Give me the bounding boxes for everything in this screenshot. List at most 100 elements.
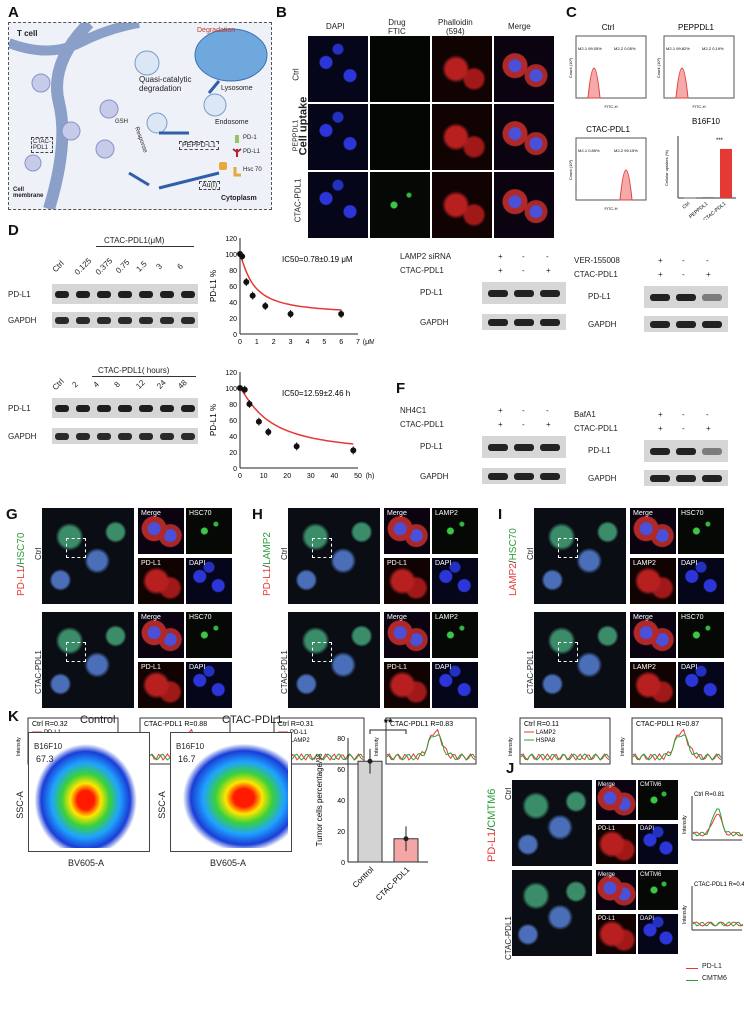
j-side-slash: / [486,827,498,831]
d0-xtick-2: 2 [272,339,276,346]
c-plot1-xlabel: FITC-H [692,104,705,109]
f-band-gl-0 [488,473,508,480]
e-band-pl-2 [540,290,560,297]
c-plot0-m1: M2-1 99.05% [578,46,602,51]
np-2 [61,121,81,141]
b-col-merge: Merge [508,22,531,31]
b-image-r0-c2 [432,36,492,102]
i-tile-0-2 [630,558,676,604]
panel-label-a: A [8,4,19,21]
d-time-band-pdl1-3 [118,405,132,412]
d0-ytick-60: 60 [229,284,237,291]
b-image-r2-c3 [494,172,554,238]
d-time-band-pdl1-0 [55,405,69,412]
d0-ytick-20: 20 [229,316,237,323]
h-tile-label-1-2: PD-L1 [387,664,407,671]
d-time-lane-3: 8 [112,379,122,390]
g-tile-label-1-1: HSC70 [189,614,212,621]
h-side-slash: / [262,564,273,568]
b-image-r2-c2 [432,172,492,238]
d0-xtick-7: 7 [356,339,360,346]
panel-label-b: B [276,4,287,21]
k-plot0-value: 67.3 [36,754,54,764]
k-plot0-gate: B16F10 [34,742,63,751]
d0-xtick-5: 5 [322,339,326,346]
i-tile-0-3 [678,558,724,604]
d-conc-band-gapdh-2 [97,317,111,324]
endosome-shape [203,93,227,117]
h-tile-0-1 [432,508,478,554]
d-time-curve: 0 20 40 60 80 100 120 0 10 20 30 40 50 (h) PD-L1 % IC50… [209,370,374,480]
f-left-sign-0-1: - [522,406,525,415]
d1-xtick-40: 40 [331,473,339,480]
i-main-1 [534,612,626,708]
d0-xtick-6: 6 [339,339,343,346]
i-profile-1-green [632,734,722,761]
k-plot0-title: Control [80,714,116,726]
i-profile-0-r: Ctrl R=0.11 [524,721,559,728]
i-tile-label-1-3: DAPI [681,664,698,671]
f-left-row0: NH4C1 [400,406,427,415]
d1-pt-6 [350,447,357,454]
f-left-sign-1-2: + [546,420,551,429]
j-profile-1: CTAC-PDL1 R=0.42 Intensity [682,882,744,931]
f-band-pl-2 [540,444,560,451]
k-plot1-gate: B16F10 [176,742,205,751]
h-roi-0 [312,538,332,558]
k-bar-0 [357,760,383,863]
j-tile-label-0-0: Merge [598,782,616,788]
i-profile-0: Ctrl R=0.11 Intensity LAMP2 HSPA8 [508,717,611,765]
d-conc-band-pdl1-2 [97,291,111,298]
d1-ytick-20: 20 [229,450,237,457]
i-side-label: LAMP2/HSC70 [508,528,519,596]
f-right-sign-0-1: - [682,410,685,419]
d-conc-band-pdl1-5 [160,291,174,298]
d1-ylabel: PD-L1 % [209,404,218,436]
j-tile-0-3 [638,824,678,864]
legend-pd1: PD-1 [243,135,257,141]
f-right-sign-1-0: + [658,424,663,433]
b-image-r0-c0 [308,36,368,102]
j-profile-0-ylabel: Intensity [682,815,688,834]
c-bar-2 [720,148,732,198]
j-leg-green-line [686,980,698,981]
j-tile-1-1 [638,870,678,910]
arrow-2 [158,171,220,190]
b-row-pep: PEPPDL1 [292,119,300,152]
i-label: I [498,506,503,523]
i-profile-1: CTAC-PDL1 R=0.87 Intensity [620,717,723,765]
c-plot0-xlabel: FITC-H [604,104,617,109]
d-conc-bracket [96,246,194,247]
i-side-green: HSC70 [508,528,519,561]
i-tile-0-1 [678,508,724,554]
b-image-r2-c1 [370,172,430,238]
h-profile-1: CTAC-PDL1 R=0.83 Intensity [374,717,477,765]
c-bar-0 [684,197,696,199]
d-time-bracket [92,376,196,377]
d0-ytick-120: 120 [225,236,237,243]
g-tile-label-0-1: HSC70 [189,510,212,517]
d-conc-band-gapdh-4 [139,317,153,324]
b-image-r0-c3 [494,36,554,102]
c-plot1-frame [663,35,735,99]
f-band-pl-0 [488,444,508,451]
g-tile-label-1-3: DAPI [189,664,206,671]
c-plot1-m1: M2-1 99.82% [666,46,690,51]
legend-hsc70-icon [233,167,241,177]
e-gapdh-r: GAPDH [588,320,617,329]
legend-pdl1-icon [232,148,242,157]
d1-ytick-100: 100 [225,386,237,393]
cell-membrane [43,18,94,211]
i-tile-1-0 [630,612,676,658]
g-tile-1-0 [138,612,184,658]
k-bar-dot-1 [403,836,409,842]
h-leg-green: LAMP2 [290,738,310,744]
f-pdl1-l: PD-L1 [420,442,443,451]
h-tile-0-2 [384,558,430,604]
f-band-pr-0 [650,448,670,455]
h-profile-1-ylabel: Intensity [374,737,380,756]
e-band-gl-0 [488,319,508,326]
k-plot1-title: CTAC-PDL1 [222,714,283,726]
g-label: G [6,506,18,523]
